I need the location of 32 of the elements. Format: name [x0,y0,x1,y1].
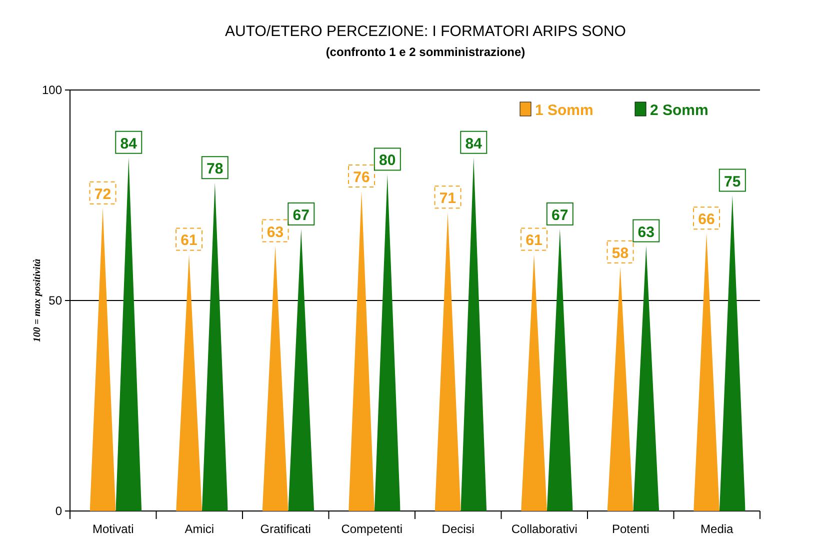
data-label: 80 [379,152,396,170]
y-tick-label: 100 [42,83,62,97]
chart-title: AUTO/ETERO PERCEZIONE: I FORMATORI ARIPS SONO [225,23,626,40]
data-label: 67 [552,206,568,224]
y-tick-label: 0 [55,504,62,518]
data-label: 72 [94,186,112,203]
data-label: 78 [206,160,224,178]
data-label: 71 [439,190,456,208]
y-axis-title: 100 = max positività [32,258,43,342]
data-label: 75 [724,173,741,190]
x-tick-label: Motivati [92,522,134,536]
data-label: 66 [698,211,715,228]
data-label: 63 [638,224,654,241]
x-tick-label: Potenti [612,522,650,536]
data-label: 84 [465,135,483,152]
data-label: 67 [292,206,310,224]
chart-subtitle: (confronto 1 e 2 somministrazione) [326,45,526,59]
data-label: 58 [612,244,629,262]
y-tick-label: 50 [48,294,62,308]
data-label: 63 [266,224,284,241]
x-tick-label: Collaborativi [511,522,578,536]
data-label: 84 [120,135,138,152]
data-label: 61 [526,232,542,250]
x-tick-label: Media [700,522,734,536]
x-tick-label: Decisi [442,522,474,536]
x-tick-label: Gratificati [260,522,311,536]
legend-label: 1 Somm [535,102,594,119]
legend-label: 2 Somm [650,102,708,119]
x-tick-label: Competenti [341,522,403,536]
data-label: 76 [353,169,370,186]
data-label: 61 [180,232,198,250]
x-tick-label: Amici [184,522,214,536]
